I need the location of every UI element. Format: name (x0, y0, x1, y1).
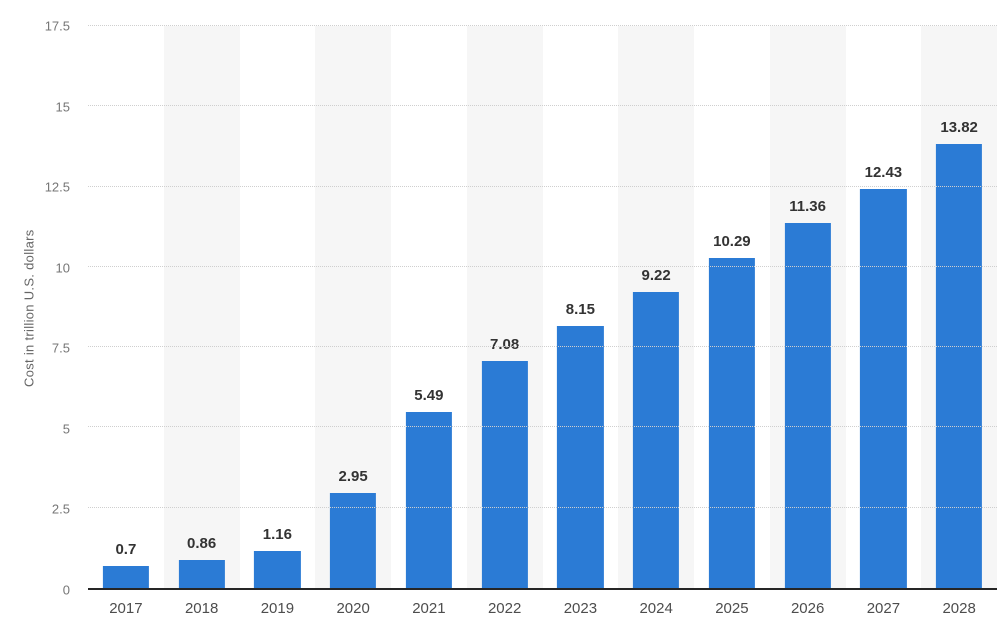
y-tick-label: 15 (55, 99, 70, 115)
bar (102, 565, 149, 588)
y-tick-label: 12.5 (44, 179, 70, 195)
column: 5.49 2021 (391, 26, 467, 617)
column: 0.7 2017 (88, 26, 164, 617)
x-tick-label: 2021 (412, 600, 446, 617)
gridline (88, 506, 997, 508)
x-tick-label: 2028 (942, 600, 976, 617)
y-tick-label: 5 (62, 421, 70, 437)
bar-value-label: 11.36 (789, 198, 826, 216)
bar-value-label: 8.15 (565, 301, 595, 319)
bar (254, 550, 301, 588)
x-tick-label: 2024 (639, 600, 673, 617)
bar (178, 560, 225, 588)
x-tick-label: 2026 (790, 600, 825, 617)
x-tick-label: 2020 (336, 600, 370, 617)
gridline (88, 185, 997, 187)
bar-value-label: 5.49 (414, 386, 444, 404)
y-tick-label: 7.5 (51, 340, 70, 356)
column: 11.36 2026 (769, 26, 846, 617)
x-tick-label: 2025 (715, 600, 749, 617)
bar (936, 144, 983, 588)
column: 9.22 2024 (618, 26, 694, 617)
y-tick-label: 2.5 (51, 501, 70, 517)
column: 8.15 2023 (543, 26, 619, 617)
bar-value-label: 0.86 (187, 535, 217, 553)
x-tick-label: 2017 (109, 600, 143, 617)
columns: 0.7 2017 0.86 2018 1.16 2019 2.95 2020 5.49 2021 7… (88, 26, 997, 617)
y-tick-label: 10 (55, 260, 70, 276)
bar-value-label: 2.95 (338, 468, 368, 486)
y-axis: 0 2.5 5 7.5 10 12.5 15 17.5 (0, 19, 80, 598)
x-tick-label: 2027 (866, 600, 901, 617)
bar-value-label: 1.16 (262, 525, 292, 543)
column-band (163, 26, 240, 588)
gridline (88, 346, 997, 348)
column: 12.43 2027 (846, 26, 922, 617)
bar (784, 223, 831, 588)
bar-value-label: 7.08 (490, 335, 520, 353)
x-tick-label: 2019 (260, 600, 295, 617)
column: 1.16 2019 (240, 26, 316, 617)
bar (481, 360, 528, 588)
y-tick-label: 0 (62, 582, 70, 598)
bar-value-label: 10.29 (713, 232, 751, 250)
column: 2.95 2020 (315, 26, 391, 617)
bar-value-label: 9.22 (641, 266, 671, 284)
bar (557, 326, 604, 588)
bar-value-label: 12.43 (864, 163, 903, 181)
column: 0.86 2018 (163, 26, 240, 617)
bar-value-label: 13.82 (940, 119, 978, 137)
x-tick-label: 2022 (487, 600, 522, 617)
bar (708, 257, 755, 588)
gridline (88, 426, 997, 428)
column: 7.08 2022 (466, 26, 543, 617)
bar (330, 493, 377, 588)
plot-area: 0.7 2017 0.86 2018 1.16 2019 2.95 2020 5.49 2021 7… (88, 25, 997, 617)
y-tick-label: 17.5 (44, 18, 70, 34)
bar (405, 411, 452, 588)
column: 13.82 2028 (921, 26, 997, 617)
bar (633, 291, 680, 588)
bar-value-label: 0.7 (115, 540, 137, 558)
x-tick-label: 2018 (184, 600, 219, 617)
column: 10.29 2025 (694, 26, 770, 617)
gridline (88, 265, 997, 267)
bar (860, 188, 907, 588)
gridline (88, 105, 997, 107)
gridline (88, 25, 997, 26)
x-tick-label: 2023 (563, 600, 598, 617)
